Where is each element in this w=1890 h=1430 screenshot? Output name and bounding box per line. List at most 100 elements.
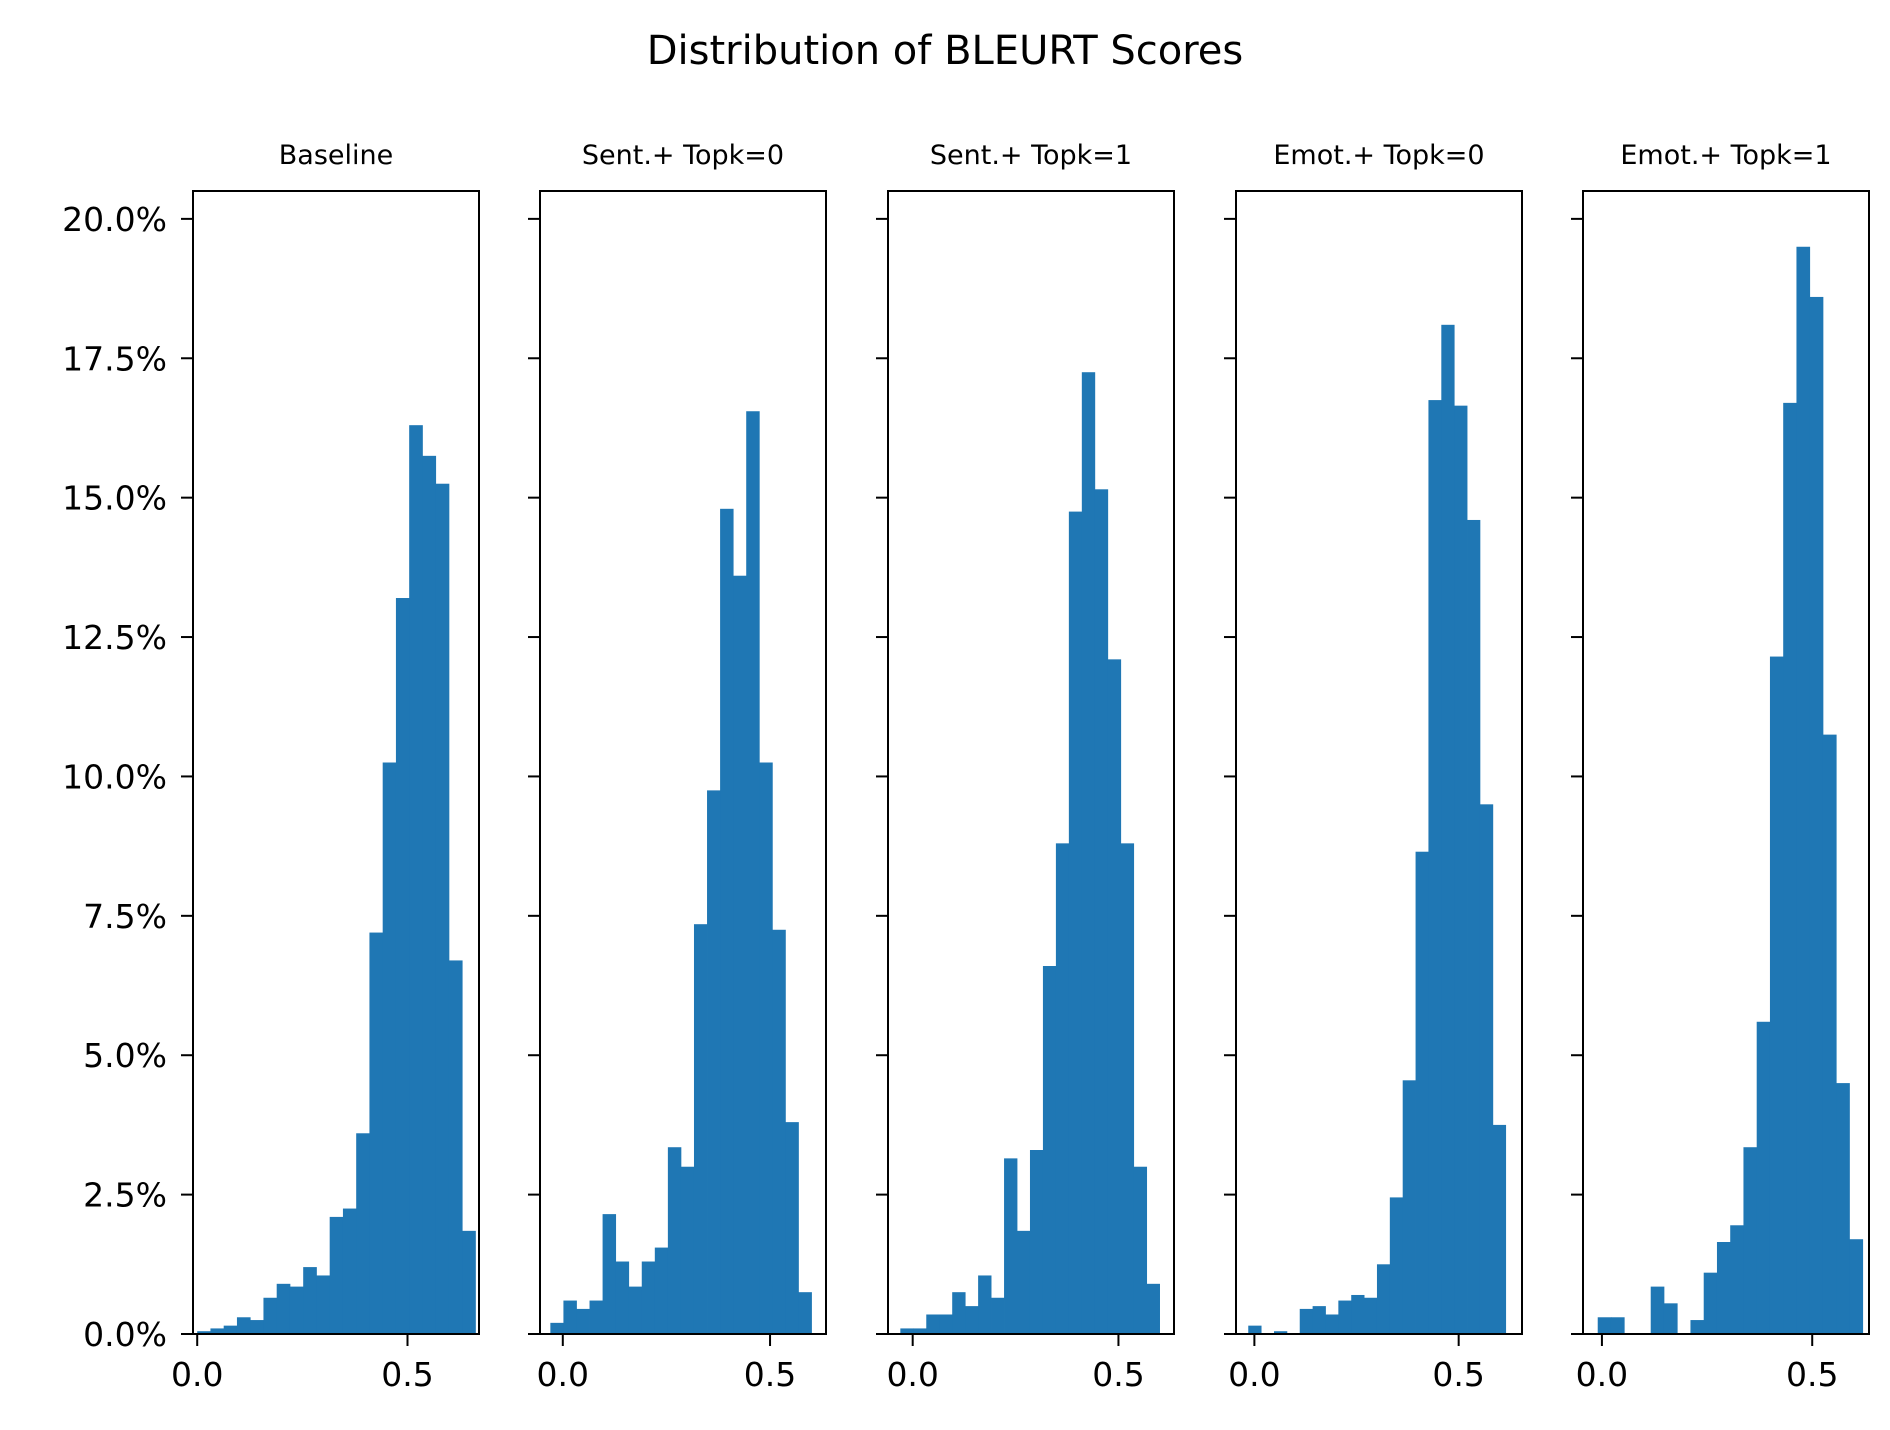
- histogram-bar: [1325, 1314, 1339, 1334]
- histogram-bar: [1017, 1230, 1031, 1334]
- histogram-bar: [628, 1286, 643, 1334]
- y-tick-label: 17.5%: [62, 339, 167, 378]
- histogram-bar: [1822, 734, 1837, 1334]
- histogram-bar: [1068, 511, 1083, 1335]
- histogram-bar: [563, 1300, 577, 1334]
- histogram-bar: [1107, 659, 1122, 1334]
- histogram-bar: [1055, 843, 1070, 1334]
- histogram-bar: [1467, 519, 1481, 1334]
- histogram-bar: [1094, 489, 1109, 1334]
- histogram-bar: [1663, 1303, 1678, 1334]
- histogram-bar: [1783, 402, 1797, 1334]
- histogram-bar: [785, 1122, 799, 1334]
- histogram-bar: [550, 1322, 564, 1334]
- histogram-bar: [1081, 372, 1096, 1335]
- x-tick-label: 0.5: [744, 1355, 796, 1394]
- histogram-bar: [1756, 1021, 1771, 1334]
- histogram-bar: [759, 762, 773, 1334]
- histogram-bar: [369, 932, 384, 1334]
- histogram-bar: [965, 1306, 979, 1334]
- histogram-bar: [197, 1331, 211, 1334]
- histogram-bar: [991, 1297, 1005, 1334]
- histogram-bar: [1730, 1225, 1744, 1334]
- plot-frame: [887, 190, 1175, 1335]
- histogram-bar: [316, 1275, 331, 1334]
- panel-title: Sent.+ Topk=0: [582, 140, 784, 171]
- histogram-bar: [978, 1275, 992, 1334]
- y-tick-label: 7.5%: [83, 897, 167, 936]
- histogram-bar: [900, 1328, 914, 1334]
- histogram-panel-4: Emot.+ Topk=0 0.0 0.5: [1224, 140, 1523, 1394]
- y-tick-label: 10.0%: [62, 757, 167, 796]
- x-tick-label: 0.0: [171, 1355, 223, 1394]
- y-tick-label: 15.0%: [62, 479, 167, 518]
- histogram-bar: [1809, 296, 1824, 1335]
- histogram-bar: [1769, 656, 1784, 1334]
- histogram-bar: [356, 1133, 370, 1334]
- histogram-bar: [250, 1320, 264, 1334]
- histogram-bar: [448, 960, 463, 1334]
- histogram-bar: [329, 1216, 344, 1334]
- histogram-bar: [1454, 405, 1468, 1334]
- y-tick-label: 20.0%: [62, 200, 167, 239]
- histogram-bar: [602, 1214, 617, 1334]
- histogram-bar: [1690, 1320, 1705, 1334]
- histogram-bar: [707, 790, 721, 1334]
- histogram-bar: [1836, 1083, 1850, 1334]
- histogram-bar: [1492, 1124, 1507, 1334]
- histogram-bar: [1364, 1297, 1378, 1334]
- histogram-bar: [589, 1300, 603, 1334]
- plot-frame: [192, 190, 480, 1335]
- histogram-bar: [1479, 804, 1494, 1334]
- x-tick-label: 0.0: [1576, 1355, 1628, 1394]
- histogram-bar: [1133, 1166, 1148, 1334]
- y-tick-label: 2.5%: [83, 1176, 167, 1215]
- histogram-panel-5: Emot.+ Topk=1 0.0 0.5: [1571, 140, 1870, 1394]
- x-tick-label: 0.0: [1228, 1355, 1280, 1394]
- x-tick-label: 0.0: [886, 1355, 938, 1394]
- histogram-bar: [382, 762, 397, 1334]
- histogram-bar: [654, 1247, 669, 1334]
- histogram-bar: [1650, 1286, 1665, 1334]
- chart-title: Distribution of BLEURT Scores: [647, 28, 1244, 74]
- histogram-bar: [720, 508, 734, 1334]
- histogram-bar: [1597, 1317, 1612, 1334]
- panel-title: Baseline: [279, 140, 393, 171]
- histogram-bar: [1415, 851, 1429, 1334]
- histogram-bar: [1042, 966, 1057, 1334]
- histogram-bar: [342, 1208, 357, 1334]
- panel-title: Sent.+ Topk=1: [930, 140, 1132, 171]
- y-tick-label: 0.0%: [83, 1315, 167, 1354]
- histogram-bar: [462, 1230, 476, 1334]
- histogram-bar: [303, 1267, 317, 1334]
- histogram-bar: [1312, 1306, 1326, 1334]
- y-tick-label: 12.5%: [62, 618, 167, 657]
- histogram-bar: [395, 598, 410, 1334]
- histogram-bar: [667, 1147, 682, 1334]
- x-tick-label: 0.5: [381, 1355, 433, 1394]
- x-tick-label: 0.5: [1092, 1355, 1144, 1394]
- histogram-bar: [939, 1314, 953, 1334]
- panel-title: Emot.+ Topk=1: [1620, 140, 1831, 171]
- histogram-bar: [576, 1308, 590, 1334]
- histogram-bar: [409, 425, 423, 1334]
- histogram-bar: [289, 1286, 304, 1334]
- x-tick-label: 0.5: [1432, 1355, 1484, 1394]
- histogram-bar: [733, 575, 747, 1334]
- histogram-bar: [641, 1261, 656, 1334]
- histogram-bar: [1274, 1331, 1288, 1334]
- panel-title: Emot.+ Topk=0: [1273, 140, 1484, 171]
- histogram-bar: [798, 1292, 812, 1334]
- histogram-bar: [1029, 1150, 1044, 1334]
- histogram-bar: [223, 1325, 238, 1334]
- histogram-bar: [693, 924, 708, 1334]
- plot-frame: [539, 190, 827, 1335]
- histogram-bar: [1796, 246, 1811, 1334]
- histogram-bar: [236, 1317, 251, 1334]
- histogram-bar: [1004, 1158, 1018, 1334]
- histogram-bar: [1610, 1317, 1625, 1334]
- histogram-bar: [1299, 1308, 1314, 1334]
- plot-frame: [1582, 190, 1870, 1335]
- histogram-bar: [1428, 400, 1442, 1335]
